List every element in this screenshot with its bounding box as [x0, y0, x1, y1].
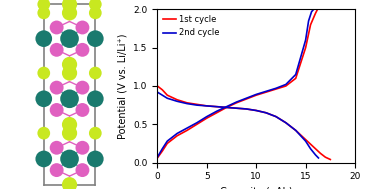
- Point: [41, 157, 47, 160]
- Point: [92, 71, 98, 74]
- Point: [54, 169, 60, 172]
- Point: [41, 97, 47, 100]
- Point: [67, 63, 72, 66]
- Point: [92, 157, 98, 160]
- Point: [41, 71, 47, 74]
- Point: [41, 37, 47, 40]
- Point: [67, 71, 72, 74]
- Point: [67, 157, 72, 160]
- Point: [67, 123, 72, 126]
- Point: [79, 108, 85, 112]
- Point: [54, 86, 60, 89]
- Point: [92, 11, 98, 14]
- Point: [54, 48, 60, 51]
- Point: [67, 3, 72, 6]
- Point: [67, 11, 72, 14]
- Point: [92, 37, 98, 40]
- Point: [79, 146, 85, 149]
- Point: [67, 183, 72, 186]
- Point: [67, 97, 72, 100]
- Point: [92, 97, 98, 100]
- Point: [79, 48, 85, 51]
- Point: [92, 132, 98, 135]
- Point: [54, 108, 60, 112]
- Point: [54, 26, 60, 29]
- X-axis label: Capacity (nAh): Capacity (nAh): [220, 187, 292, 189]
- Y-axis label: Potential (V vs. Li/Li⁺): Potential (V vs. Li/Li⁺): [118, 33, 128, 139]
- Point: [41, 3, 47, 6]
- Point: [54, 146, 60, 149]
- Point: [67, 132, 72, 135]
- Point: [79, 26, 85, 29]
- Legend: 1st cycle, 2nd cycle: 1st cycle, 2nd cycle: [161, 14, 221, 39]
- Point: [41, 132, 47, 135]
- Point: [79, 86, 85, 89]
- Point: [79, 169, 85, 172]
- Point: [41, 11, 47, 14]
- Point: [92, 3, 98, 6]
- Point: [67, 37, 72, 40]
